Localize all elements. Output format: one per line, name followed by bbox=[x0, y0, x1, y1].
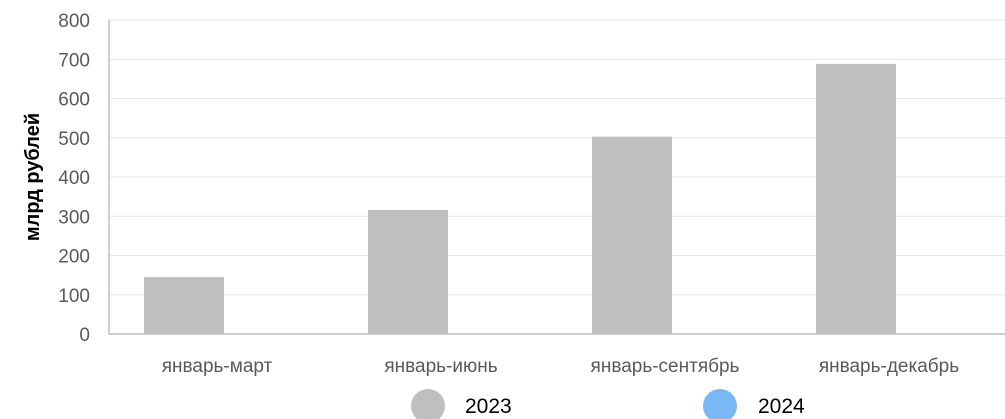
bars bbox=[144, 63, 896, 335]
x-category-label: январь-декабрь bbox=[819, 356, 959, 377]
legend-marker-2024 bbox=[703, 389, 737, 419]
y-tick-label: 200 bbox=[58, 247, 90, 268]
y-tick-label: 600 bbox=[58, 90, 90, 111]
legend-label-2024: 2024 bbox=[758, 395, 805, 418]
y-tick-label: 300 bbox=[58, 207, 90, 228]
y-axis-ticks: 0 100 200 300 400 500 600 700 800 bbox=[58, 11, 90, 346]
gridlines bbox=[109, 19, 1005, 296]
y-tick-label: 100 bbox=[58, 286, 90, 307]
y-tick-label: 500 bbox=[58, 129, 90, 150]
bar-2023 bbox=[368, 209, 448, 334]
y-tick-label: 0 bbox=[79, 325, 90, 346]
y-tick-label: 400 bbox=[58, 168, 90, 189]
x-category-label: январь-сентябрь bbox=[591, 356, 740, 377]
y-tick-label: 800 bbox=[58, 11, 90, 32]
x-category-label: январь-июнь bbox=[384, 356, 497, 377]
y-tick-label: 700 bbox=[58, 50, 90, 71]
bar-2023 bbox=[592, 136, 672, 334]
bar-2023 bbox=[816, 63, 896, 335]
y-axis-label: млрд рублей bbox=[22, 113, 44, 241]
x-category-label: январь-март bbox=[162, 356, 273, 377]
x-axis-labels: январь-март январь-июнь январь-сентябрь янв… bbox=[162, 356, 960, 377]
bar-2023 bbox=[144, 277, 224, 334]
legend: 2023 2024 bbox=[411, 389, 805, 419]
legend-label-2023: 2023 bbox=[465, 395, 512, 418]
legend-marker-2023 bbox=[411, 389, 445, 419]
